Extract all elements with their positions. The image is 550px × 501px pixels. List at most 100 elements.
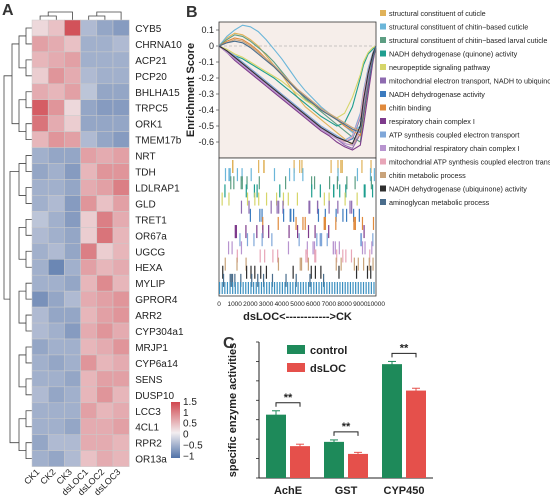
heatmap-cell: [64, 274, 81, 292]
hit-mark: [278, 200, 280, 214]
gene-label: DUSP10: [135, 391, 174, 402]
legend-label: structural constituent of chitin−based c…: [389, 23, 528, 32]
hit-mark: [369, 249, 371, 263]
heatmap-cell: [112, 274, 130, 292]
hit-mark: [293, 160, 295, 174]
hit-mark: [323, 216, 325, 230]
heatmap-cell: [31, 35, 49, 53]
hit-mark: [228, 168, 230, 182]
hit-mark: [363, 257, 365, 271]
rank-mark: [305, 282, 307, 294]
rank-mark: [255, 282, 257, 294]
heatmap-cell: [47, 370, 65, 388]
hit-mark: [338, 265, 340, 279]
heatmap-cell: [80, 243, 98, 260]
es-series-line: [218, 45, 377, 119]
rank-mark: [263, 282, 265, 294]
hit-mark: [245, 225, 247, 239]
gene-label: TMEM17b: [135, 136, 182, 147]
gene-label: LCC3: [135, 407, 161, 418]
hit-mark: [277, 216, 279, 230]
heatmap-cell: [80, 115, 98, 132]
heatmap-cell: [96, 290, 114, 308]
hit-mark: [337, 200, 339, 214]
hit-mark: [350, 249, 353, 263]
hit-mark: [335, 216, 337, 230]
gene-label: CYB5: [135, 24, 162, 35]
heatmap-cell: [80, 147, 98, 164]
heatmap-cell: [64, 99, 81, 116]
significance-bracket: [275, 402, 301, 407]
heatmap-cell: [80, 163, 98, 180]
hit-mark: [228, 192, 230, 206]
hit-mark: [271, 273, 274, 287]
gene-label: MYLIP: [135, 279, 165, 290]
hit-mark: [282, 200, 284, 214]
gene-label: OR67a: [135, 231, 167, 242]
heatmap-cell: [31, 99, 49, 116]
hit-mark: [364, 184, 366, 198]
colorbar-tick: 1.5: [183, 397, 197, 408]
hit-mark: [236, 249, 238, 263]
hit-mark: [295, 216, 297, 230]
rank-mark: [349, 282, 352, 294]
x-tick-label: 0: [217, 301, 221, 308]
heatmap-cell: [80, 67, 98, 85]
hit-mark: [279, 184, 281, 198]
gene-label: CHRNA10: [135, 40, 182, 51]
heatmap-cell: [31, 290, 49, 308]
hit-mark: [224, 184, 226, 198]
heatmap-cell: [47, 386, 65, 404]
hit-mark: [309, 200, 311, 214]
heatmap-cell: [64, 306, 81, 324]
colorbar-tick: 0.5: [183, 419, 197, 430]
heatmap-cell: [31, 418, 49, 435]
hit-mark: [328, 225, 330, 239]
y-tick-label: 0: [209, 41, 214, 51]
hit-mark: [256, 184, 258, 198]
heatmap-cell: [80, 450, 98, 467]
gene-label: UGCG: [135, 247, 165, 258]
rank-mark: [355, 282, 357, 294]
hit-mark: [323, 192, 325, 206]
bar: [382, 364, 402, 478]
hit-mark: [235, 225, 237, 239]
rank-mark: [362, 282, 365, 294]
legend-swatch: [380, 10, 386, 16]
hit-mark: [299, 257, 301, 271]
hit-mark: [328, 200, 330, 214]
heatmap-cell: [96, 450, 114, 467]
hit-mark: [319, 233, 321, 247]
hit-mark: [370, 176, 372, 190]
heatmap-cell: [64, 115, 81, 132]
heatmap-cell: [112, 19, 130, 37]
x-tick-label: 9000: [353, 301, 368, 308]
legend-label: NADH dehydrogenase (ubiquinone) activity: [389, 185, 527, 194]
hit-mark: [314, 265, 316, 279]
hit-mark: [288, 225, 290, 239]
bar: [348, 453, 368, 478]
heatmap-cell: [64, 163, 81, 180]
hit-mark: [246, 192, 249, 206]
hit-mark: [241, 168, 243, 182]
heatmap-cell: [112, 354, 130, 372]
heatmap-cell: [112, 163, 130, 180]
hit-mark: [302, 216, 304, 230]
rank-mark: [271, 282, 273, 294]
gene-label: RPR2: [135, 439, 162, 450]
x-tick-label: 10000: [367, 301, 385, 308]
heatmap-cell: [96, 115, 114, 132]
rank-mark: [341, 282, 344, 294]
rank-mark: [224, 282, 226, 294]
heatmap-cell: [47, 83, 65, 101]
heatmap-cell: [64, 179, 81, 196]
heatmap-cell: [64, 243, 81, 260]
panel-label-b: B: [186, 4, 198, 21]
hit-mark: [234, 273, 236, 287]
heatmap-cell: [80, 418, 98, 435]
legend-label: structural constituent of chitin−based l…: [389, 36, 547, 45]
hit-mark: [277, 249, 279, 263]
rank-mark: [247, 282, 249, 294]
significance-label: **: [284, 392, 293, 404]
rank-mark: [326, 282, 328, 294]
